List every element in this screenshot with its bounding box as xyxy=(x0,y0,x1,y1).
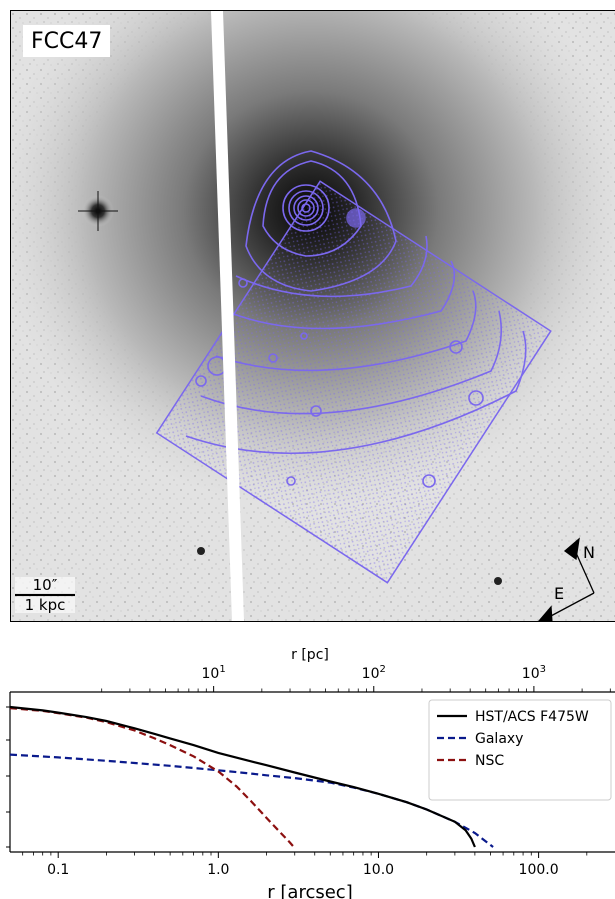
legend-label: HST/ACS F475W xyxy=(475,709,589,725)
x-tick-label: 1.0 xyxy=(207,862,229,878)
legend-label: NSC xyxy=(475,753,504,769)
x-tick-label: 0.1 xyxy=(47,862,69,878)
galaxy-image-panel: FCC47 10″ 1 kpc N E xyxy=(10,10,615,622)
x-tick-label: 100.0 xyxy=(519,862,559,878)
top-tick-exponent: 2 xyxy=(379,664,385,675)
legend-label: Galaxy xyxy=(475,731,523,747)
object-label: FCC47 xyxy=(23,25,111,57)
series-line-hst-acs-f475w xyxy=(10,705,476,848)
scale-bar: 10″ 1 kpc xyxy=(15,577,75,613)
top-tick-exponent: 1 xyxy=(219,664,225,675)
galaxy-image xyxy=(11,11,615,621)
x-tick-label: 10.0 xyxy=(363,862,394,878)
top-tick-label: 102 xyxy=(362,664,386,682)
compass-east-label: E xyxy=(554,584,565,603)
top-tick-label: 103 xyxy=(522,664,546,682)
legend-box xyxy=(428,699,612,801)
scale-bar-line xyxy=(15,594,75,596)
x-axis-label: r [arcsec] xyxy=(267,882,352,899)
chart-legend: HST/ACS F475W Galaxy NSC xyxy=(428,699,612,801)
chip-gap-stripe xyxy=(211,11,244,621)
top-tick-exponent: 3 xyxy=(540,664,546,675)
top-axis-label: r [pc] xyxy=(291,647,329,663)
top-tick-label: 101 xyxy=(202,664,226,682)
scale-bar-angular: 10″ xyxy=(15,577,75,593)
compass-north-label: N xyxy=(583,543,595,562)
isophote-contours xyxy=(185,150,527,488)
scale-bar-physical: 1 kpc xyxy=(15,597,75,613)
compass-arrows xyxy=(538,537,595,621)
series-line-nsc xyxy=(10,707,296,849)
hst-footprint xyxy=(155,180,552,584)
faint-star xyxy=(494,577,502,585)
chart-series xyxy=(10,705,494,849)
faint-star xyxy=(197,547,205,555)
